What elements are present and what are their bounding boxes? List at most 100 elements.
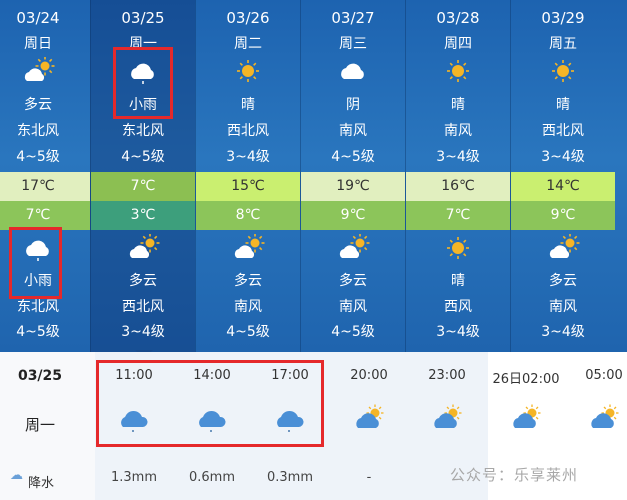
hour-time: 20:00 — [350, 368, 388, 383]
hour-column: 11:00 1.3mm — [95, 352, 173, 500]
night-wind-level: 3~4级 — [541, 324, 585, 340]
day-date: 03/28 — [436, 9, 480, 27]
partly-cloudy-icon — [546, 233, 580, 262]
highlight-box — [9, 227, 62, 299]
high-temp: 15℃ — [196, 172, 300, 201]
day-weather: 晴 — [241, 97, 255, 113]
partly-cloudy-icon — [21, 56, 55, 85]
low-temp: 3℃ — [91, 201, 195, 230]
night-weather: 多云 — [234, 273, 262, 289]
night-weather: 多云 — [549, 273, 577, 289]
day-column[interactable]: 03/25 周一 小雨 东北风 4~5级 7℃ 3℃ 多云 西北风 3~4级 — [90, 0, 195, 352]
day-wind-level: 4~5级 — [16, 149, 60, 165]
day-week: 周五 — [549, 36, 577, 52]
day-wind-level: 4~5级 — [121, 149, 165, 165]
low-temp: 9℃ — [301, 201, 405, 230]
day-weather: 晴 — [451, 97, 465, 113]
day-column[interactable]: 03/24 周日 多云 东北风 4~5级 17℃ 7℃ 小雨 东北风 4~5级 — [0, 0, 90, 352]
light-rain-icon — [274, 404, 306, 434]
daily-forecast: 03/24 周日 多云 东北风 4~5级 17℃ 7℃ 小雨 东北风 4~5级 … — [0, 0, 627, 352]
rain-cloud-icon: ☁ — [10, 468, 23, 483]
day-wind: 东北风 — [17, 123, 59, 139]
night-wind: 南风 — [234, 299, 262, 315]
low-temp: 9℃ — [511, 201, 615, 230]
partly-cloudy-icon — [336, 233, 370, 262]
sunny-icon — [546, 57, 580, 85]
night-wind-level: 3~4级 — [436, 324, 480, 340]
partly-cloudy-icon — [588, 404, 620, 434]
detail-date: 03/25 — [17, 368, 63, 384]
partly-cloudy-icon — [231, 233, 265, 262]
night-wind-level: 4~5级 — [226, 324, 270, 340]
light-rain-icon — [196, 404, 228, 434]
day-wind-level: 3~4级 — [541, 149, 585, 165]
night-wind: 西北风 — [122, 299, 164, 315]
day-date: 03/27 — [331, 9, 375, 27]
partly-cloudy-icon — [353, 404, 385, 434]
hour-time: 17:00 — [271, 368, 309, 383]
low-temp: 8℃ — [196, 201, 300, 230]
partly-cloudy-icon — [126, 233, 160, 262]
night-weather: 多云 — [129, 273, 157, 289]
day-week: 周三 — [339, 36, 367, 52]
low-temp: 7℃ — [406, 201, 510, 230]
night-wind-level: 4~5级 — [16, 324, 60, 340]
day-week: 周二 — [234, 36, 262, 52]
cloudy-icon — [336, 57, 370, 85]
day-date: 03/24 — [16, 9, 60, 27]
high-temp: 14℃ — [511, 172, 615, 201]
hour-column: 05:00 — [565, 352, 627, 500]
night-wind: 南风 — [339, 299, 367, 315]
day-wind: 南风 — [444, 123, 472, 139]
hour-time: 23:00 — [428, 368, 466, 383]
watermark: 公众号：乐享莱州 — [450, 466, 579, 484]
day-weather: 阴 — [346, 97, 360, 113]
day-date: 03/25 — [121, 9, 165, 27]
day-column[interactable]: 03/28 周四 晴 南风 3~4级 16℃ 7℃ 晴 西风 3~4级 — [405, 0, 510, 352]
light-rain-icon — [126, 57, 160, 85]
hour-time: 14:00 — [193, 368, 231, 383]
sunny-icon — [231, 57, 265, 85]
night-wind: 西风 — [444, 299, 472, 315]
hour-rain: - — [366, 470, 372, 485]
detail-week: 周一 — [24, 416, 55, 434]
high-temp: 19℃ — [301, 172, 405, 201]
day-column[interactable]: 03/26 周二 晴 西北风 3~4级 15℃ 8℃ 多云 南风 4~5级 — [195, 0, 300, 352]
hourly-forecast: 03/25 周一 ☁ 降水 11:00 1.3mm 14:00 0.6mm 17:0… — [0, 352, 627, 500]
partly-cloudy-icon — [431, 404, 463, 434]
light-rain-icon — [21, 234, 55, 262]
hour-column: 26日02:00 — [487, 352, 565, 500]
night-wind-level: 4~5级 — [331, 324, 375, 340]
hour-column: 17:00 0.3mm — [251, 352, 329, 500]
day-week: 周日 — [24, 36, 52, 52]
day-column[interactable]: 03/29 周五 晴 西北风 3~4级 14℃ 9℃ 多云 南风 3~4级 — [510, 0, 615, 352]
high-temp: 7℃ — [91, 172, 195, 201]
day-week: 周四 — [444, 36, 472, 52]
day-wind-level: 3~4级 — [226, 149, 270, 165]
hour-rain: 0.3mm — [266, 470, 313, 485]
hour-column: 20:00 - — [330, 352, 408, 500]
low-temp: 7℃ — [0, 201, 90, 230]
highlight-box — [96, 360, 324, 447]
hour-time: 11:00 — [115, 368, 153, 383]
high-temp: 16℃ — [406, 172, 510, 201]
day-wind: 西北风 — [227, 123, 269, 139]
night-wind: 南风 — [549, 299, 577, 315]
day-weather: 小雨 — [129, 97, 157, 113]
hour-rain: 0.6mm — [188, 470, 235, 485]
night-wind-level: 3~4级 — [121, 324, 165, 340]
highlight-box — [113, 47, 173, 119]
day-weather: 多云 — [24, 97, 52, 113]
sunny-icon — [441, 234, 475, 262]
hour-column: 14:00 0.6mm — [173, 352, 251, 500]
day-column[interactable]: 03/27 周三 阴 南风 4~5级 19℃ 9℃ 多云 南风 4~5级 — [300, 0, 405, 352]
hour-column: 23:00 — [408, 352, 486, 500]
day-wind-level: 3~4级 — [436, 149, 480, 165]
night-weather: 晴 — [451, 273, 465, 289]
day-date: 03/29 — [541, 9, 585, 27]
day-weather: 晴 — [556, 97, 570, 113]
high-temp: 17℃ — [0, 172, 90, 201]
hour-time: 05:00 — [585, 368, 623, 383]
rain-label: 降水 — [28, 476, 55, 491]
night-weather: 小雨 — [24, 273, 52, 289]
